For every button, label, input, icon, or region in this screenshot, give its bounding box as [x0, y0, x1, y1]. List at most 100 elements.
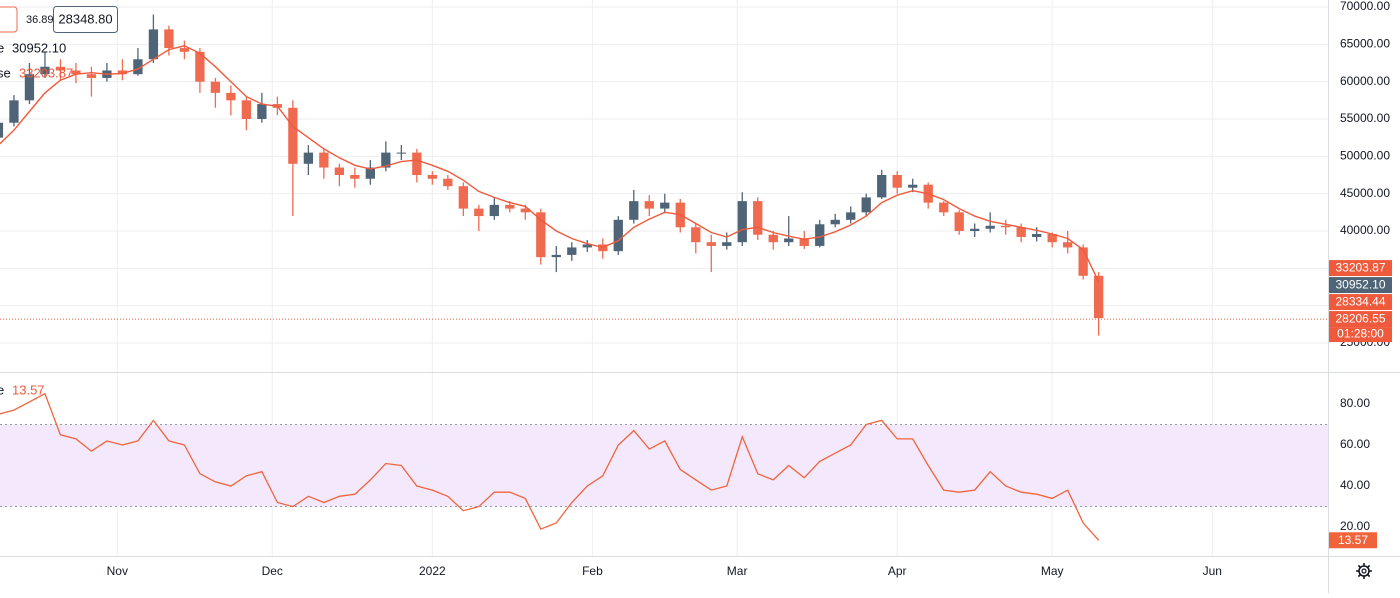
x-tick-label: Feb — [582, 564, 603, 578]
candle-body — [582, 244, 592, 248]
candle-body — [195, 51, 205, 82]
candle-body — [815, 224, 825, 246]
gear-icon — [1358, 565, 1370, 577]
candle-body — [722, 242, 732, 246]
price-pane — [0, 14, 1328, 336]
legend: 36.89 28348.80 e 30952.10 se 33203.87 e … — [0, 6, 118, 397]
countdown: 01:28:00 — [1337, 327, 1384, 341]
legend-ma-value: 30952.10 — [12, 40, 66, 55]
candle-body — [133, 59, 143, 75]
candle-body — [970, 228, 980, 232]
candle-body — [861, 197, 871, 213]
candle-body — [908, 184, 918, 188]
price-tag — [1329, 311, 1392, 328]
candle-body — [396, 152, 406, 154]
candle-body — [55, 66, 66, 71]
gear-icon — [1361, 568, 1367, 574]
candle-body — [334, 167, 345, 176]
y-tick-label: 65000.00 — [1340, 37, 1390, 51]
x-tick-label: Jun — [1203, 564, 1222, 578]
rsi-band — [0, 423, 1328, 508]
candle-body — [1047, 233, 1057, 243]
candle-body — [737, 201, 747, 243]
rsi-tick-label: 80.00 — [1340, 396, 1370, 410]
candle-body — [241, 100, 252, 120]
candle-body — [86, 74, 97, 78]
rsi-pane — [0, 392, 1100, 541]
settings-button[interactable] — [1356, 563, 1372, 579]
candle-body — [877, 175, 887, 198]
legend-ma-name: e — [0, 40, 4, 55]
candle-body — [365, 167, 376, 179]
candle-body — [257, 104, 267, 120]
gear-icon — [1356, 563, 1372, 579]
candle-body — [985, 225, 995, 229]
candle-body — [536, 212, 546, 258]
candle-body — [799, 238, 809, 246]
y-tick-label: 40000.00 — [1340, 223, 1390, 237]
price-tag-label: 28206.55 — [1335, 312, 1385, 326]
legend-rsi-value: 13.57 — [12, 382, 45, 397]
grid — [0, 0, 1328, 556]
candle-body — [784, 238, 794, 243]
candle-body — [706, 242, 716, 246]
candle-body — [226, 92, 236, 101]
candle-body — [0, 122, 4, 138]
candle-body — [381, 152, 391, 168]
legend-ma-value: 33203.87 — [19, 65, 73, 80]
y-tick-label: 60000.00 — [1340, 74, 1390, 88]
candle-body — [9, 100, 19, 123]
x-tick-label: Nov — [107, 564, 128, 578]
candle-body — [1063, 242, 1073, 248]
price-tag-label: 28334.44 — [1335, 295, 1385, 309]
candle-body — [179, 48, 190, 52]
candle-body — [24, 74, 35, 101]
candle-body — [148, 29, 159, 60]
candle-body — [319, 152, 329, 168]
candle-body — [830, 219, 840, 225]
candle-body — [567, 247, 577, 255]
candle-body — [474, 208, 484, 217]
x-tick-label: May — [1041, 564, 1064, 578]
candle-body — [458, 186, 468, 209]
candle-body — [427, 175, 437, 179]
candle-body — [954, 212, 964, 232]
candle-body — [40, 66, 50, 75]
candle-body — [644, 201, 654, 209]
candle-body — [210, 81, 221, 93]
candle-body — [1032, 233, 1042, 237]
candle-body — [489, 204, 499, 217]
price-tag — [1329, 260, 1392, 277]
candle-body — [1078, 247, 1088, 276]
candle-body — [350, 175, 360, 179]
candle-body — [1016, 227, 1026, 237]
legend-box — [53, 6, 118, 33]
candle-body — [117, 70, 128, 75]
candle-body — [1001, 225, 1011, 228]
legend-rsi-name: e — [0, 382, 4, 397]
y-tick-label: 45000.00 — [1340, 186, 1390, 200]
legend-ma-name: se — [0, 65, 11, 80]
x-tick-label: Mar — [727, 564, 748, 578]
moving-average — [0, 45, 1100, 283]
legend-change: 36.89 — [26, 14, 54, 26]
x-tick-label: Apr — [888, 564, 907, 578]
axes: NovDec2022FebMarAprMayJun25000.0030000.0… — [107, 0, 1392, 578]
price-tag — [1329, 277, 1392, 294]
candle-body — [303, 152, 314, 164]
rsi-tag-label: 13.57 — [1338, 533, 1368, 547]
candle-body — [939, 202, 949, 213]
rsi-band-fill — [0, 424, 1328, 507]
legend-last-price: 28348.80 — [58, 11, 112, 26]
candle-body — [412, 152, 422, 176]
y-tick-label: 50000.00 — [1340, 149, 1390, 163]
rsi-line — [0, 392, 1100, 541]
rsi-tick-label: 40.00 — [1340, 478, 1370, 492]
price-tag-label: 30952.10 — [1335, 278, 1385, 292]
candle-body — [846, 212, 856, 220]
countdown-tag — [1329, 327, 1392, 343]
rsi-tag — [1329, 532, 1377, 549]
rsi-tick-label: 20.00 — [1340, 519, 1370, 533]
candle-body — [1094, 275, 1104, 319]
